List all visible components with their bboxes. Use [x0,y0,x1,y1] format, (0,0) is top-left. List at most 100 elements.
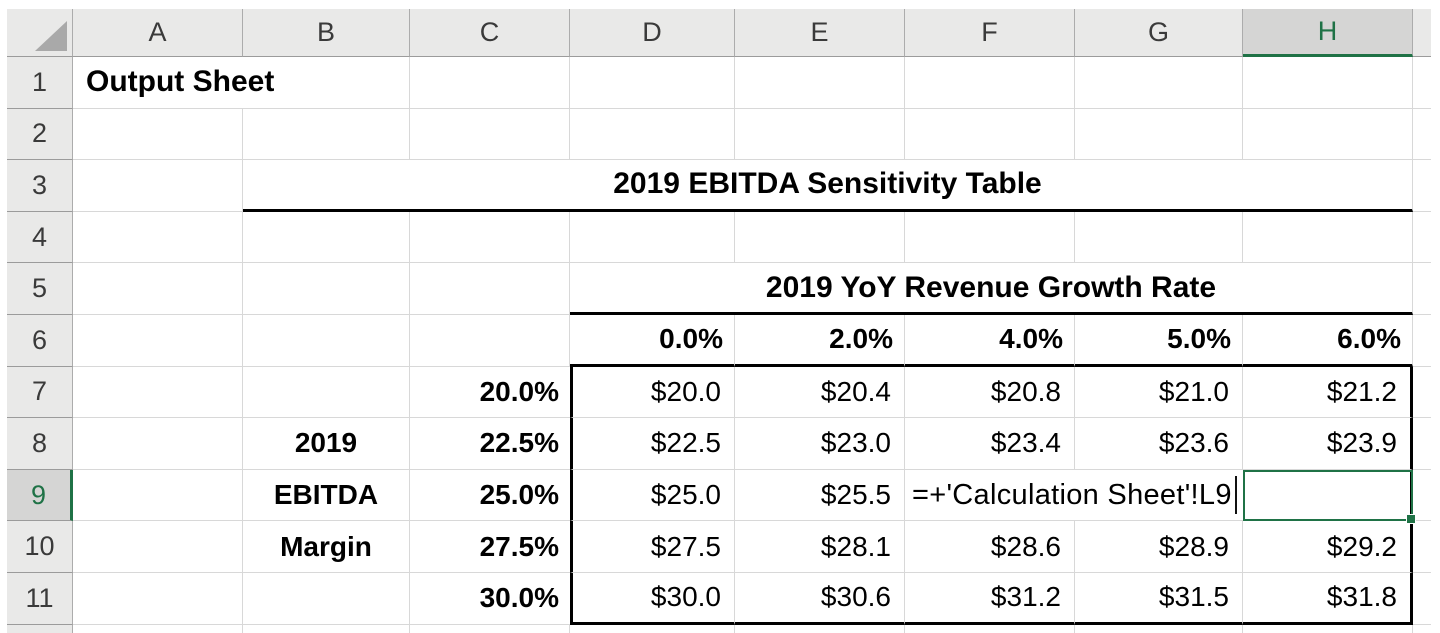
cell[interactable] [243,366,410,419]
cell[interactable] [243,263,410,315]
cell-d8[interactable]: $22.5 [570,418,735,470]
cell-d7[interactable]: $20.0 [570,366,735,419]
column-header-g[interactable]: G [1075,9,1243,57]
cell-e7[interactable]: $20.4 [735,366,905,419]
cell-d5-growth-title[interactable]: 2019 YoY Revenue Growth Rate [570,263,1413,315]
column-header-e[interactable]: E [735,9,905,57]
cell[interactable] [1413,367,1431,419]
cell[interactable] [410,211,570,264]
cell[interactable] [73,572,243,625]
row-header-2[interactable]: 2 [7,108,73,161]
column-header-b[interactable]: B [243,9,410,57]
cell-h10[interactable]: $29.2 [1243,521,1413,573]
cell-b10[interactable]: Margin [243,521,410,573]
row-header-9-active[interactable]: 9 [7,469,73,522]
row-header-4[interactable]: 4 [7,211,73,264]
cell-e8[interactable]: $23.0 [735,418,905,470]
cell[interactable] [1243,57,1413,109]
cell-c10[interactable]: 27.5% [410,521,570,573]
fill-handle[interactable] [1406,514,1416,525]
cell-f7[interactable]: $20.8 [905,366,1075,419]
cell[interactable] [73,211,243,264]
cell[interactable] [1413,521,1431,573]
cell-c9[interactable]: 25.0% [410,470,570,522]
cell[interactable] [570,57,735,109]
cell[interactable] [1413,315,1431,367]
row-header-1[interactable]: 1 [7,57,73,109]
cell-e10[interactable]: $28.1 [735,521,905,573]
cell-b8[interactable]: 2019 [243,418,410,470]
cell[interactable] [243,211,410,264]
cell[interactable] [905,211,1075,264]
cell[interactable] [243,572,410,625]
cell[interactable] [735,57,905,109]
cell-b3-sensitivity-title[interactable]: 2019 EBITDA Sensitivity Table [243,160,1413,212]
cell[interactable] [243,108,410,161]
select-all-button[interactable] [7,9,73,57]
cell-f11[interactable]: $31.2 [905,572,1075,625]
cell[interactable] [1413,470,1431,522]
cell[interactable] [73,108,243,161]
cell[interactable] [1413,57,1431,109]
cell-h7[interactable]: $21.2 [1243,366,1413,419]
cell[interactable] [73,366,243,419]
cell-c8[interactable]: 22.5% [410,418,570,470]
cell[interactable] [73,469,243,522]
column-header-h-active[interactable]: H [1243,9,1413,57]
cell-d11[interactable]: $30.0 [570,572,735,625]
cell-f9-formula-edit[interactable]: =+'Calculation Sheet'!L9 [905,469,1243,522]
cell[interactable] [243,314,410,367]
cell[interactable] [73,521,243,573]
cell[interactable] [73,263,243,315]
row-header-11[interactable]: 11 [7,572,73,625]
cell-e9[interactable]: $25.5 [735,469,905,522]
cell[interactable] [735,108,905,161]
cell-f8[interactable]: $23.4 [905,418,1075,470]
row-header-10[interactable]: 10 [7,521,73,573]
cell[interactable] [1243,108,1413,161]
cell-c11[interactable]: 30.0% [410,573,570,625]
cell-g8[interactable]: $23.6 [1075,418,1243,470]
cell-e11[interactable]: $30.6 [735,572,905,625]
cell-f10[interactable]: $28.6 [905,521,1075,573]
cell[interactable] [570,211,735,264]
cell-g7[interactable]: $21.0 [1075,366,1243,419]
column-header-d[interactable]: D [570,9,735,57]
cell-a1[interactable]: Output Sheet [73,57,274,109]
cell-b9[interactable]: EBITDA [243,469,410,522]
cell-g11[interactable]: $31.5 [1075,572,1243,625]
cell[interactable] [410,57,570,109]
cell[interactable] [1413,573,1431,625]
cell[interactable] [73,314,243,367]
cell-d9[interactable]: $25.0 [570,469,735,522]
cell-g10[interactable]: $28.9 [1075,521,1243,573]
cell[interactable] [1413,263,1431,315]
cell[interactable] [1413,160,1431,212]
column-header-a[interactable]: A [73,9,243,57]
cell-g6[interactable]: 5.0% [1075,314,1243,367]
cell[interactable] [1413,109,1431,161]
cell[interactable] [1243,211,1413,264]
cell[interactable] [905,57,1075,109]
cell[interactable] [570,108,735,161]
row-header-3[interactable]: 3 [7,160,73,212]
cell[interactable] [243,57,410,109]
cell-h6[interactable]: 6.0% [1243,314,1413,367]
cell-c7[interactable]: 20.0% [410,367,570,419]
cell[interactable] [1413,418,1431,470]
cell-f6[interactable]: 4.0% [905,314,1075,367]
cell[interactable] [73,418,243,470]
cell-d10[interactable]: $27.5 [570,521,735,573]
cell[interactable] [735,211,905,264]
cell[interactable] [410,108,570,161]
cell-h8[interactable]: $23.9 [1243,418,1413,470]
column-header-f[interactable]: F [905,9,1075,57]
cell[interactable] [73,160,243,212]
cell[interactable] [410,314,570,367]
cell[interactable] [1075,57,1243,109]
cell[interactable] [410,263,570,315]
cell-h11[interactable]: $31.8 [1243,572,1413,625]
row-header-5[interactable]: 5 [7,263,73,315]
cell[interactable] [1075,211,1243,264]
cell-d6[interactable]: 0.0% [570,314,735,367]
